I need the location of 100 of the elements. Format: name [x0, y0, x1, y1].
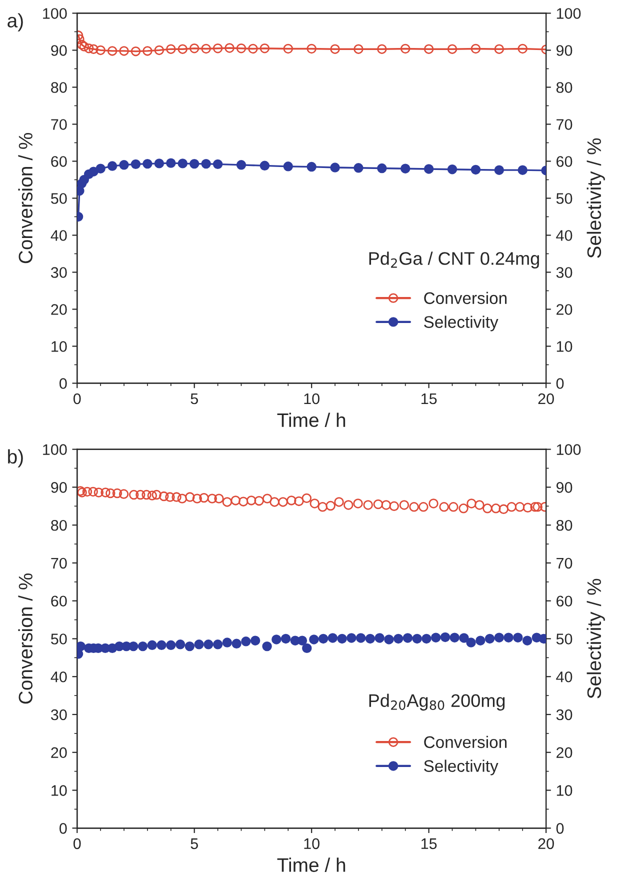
y2-tick-label: 0	[556, 823, 564, 834]
point	[77, 40, 87, 50]
point	[212, 159, 223, 170]
point	[250, 636, 260, 646]
point	[166, 640, 176, 650]
point	[272, 634, 282, 644]
point	[494, 165, 504, 175]
point	[138, 641, 148, 652]
point	[119, 160, 129, 170]
point	[422, 634, 432, 644]
point	[374, 633, 384, 643]
point	[466, 638, 476, 648]
point	[142, 46, 152, 56]
y2-tick-label: 60	[556, 596, 572, 607]
y-tick-label: 40	[50, 230, 67, 241]
point	[377, 44, 387, 54]
point	[130, 46, 141, 56]
point	[459, 633, 469, 643]
point	[283, 44, 293, 54]
y-tick-label: 0	[60, 823, 67, 834]
point	[309, 634, 319, 644]
y-tick-label: 60	[51, 596, 67, 607]
y-tick-label: 80	[51, 82, 67, 93]
point	[236, 160, 246, 170]
x-tick-label: 20	[538, 393, 554, 404]
point	[79, 42, 90, 52]
y-tick-label: 40	[50, 671, 67, 682]
point	[248, 44, 258, 54]
y-tick-label: 60	[51, 156, 67, 167]
point	[260, 44, 270, 54]
point	[302, 643, 312, 654]
x-tick-label: 20	[538, 838, 554, 850]
point	[412, 634, 422, 644]
point	[88, 44, 98, 54]
point	[440, 632, 450, 642]
point	[297, 636, 308, 646]
y-axis-title: Conversion / %	[18, 132, 33, 264]
point	[377, 163, 387, 174]
y2-tick-label: 10	[556, 785, 572, 796]
point	[142, 158, 152, 169]
point	[346, 633, 356, 643]
point	[166, 158, 176, 168]
point	[494, 632, 504, 642]
point	[330, 162, 340, 172]
point	[147, 640, 158, 650]
y2-axis-title: Selectivity / %	[586, 138, 605, 258]
point	[484, 634, 495, 644]
point	[365, 634, 376, 644]
point	[204, 640, 214, 650]
chart-title: b)	[8, 449, 23, 468]
y2-tick-label: 100	[556, 444, 581, 455]
point	[212, 640, 223, 650]
point	[330, 44, 340, 54]
y2-axis-title: Selectivity / %	[586, 578, 605, 698]
point	[513, 632, 523, 642]
legend-label: Selectivity	[424, 760, 498, 776]
point	[518, 165, 528, 175]
y-tick-label: 90	[51, 45, 67, 56]
chart-title: a)	[8, 13, 23, 32]
point	[328, 633, 338, 643]
y2-tick-label: 30	[556, 267, 572, 278]
x-tick-label: 10	[304, 838, 320, 850]
point	[241, 636, 251, 646]
x-tick-label: 0	[73, 838, 81, 850]
point	[280, 634, 291, 644]
y2-tick-label: 70	[556, 119, 572, 130]
point	[107, 161, 118, 171]
y-tick-label: 10	[52, 341, 67, 352]
point	[189, 158, 200, 169]
point	[166, 44, 176, 54]
point	[476, 636, 486, 646]
legend-label: Conversion	[424, 736, 507, 748]
y-tick-label: 70	[51, 558, 67, 569]
point	[119, 46, 129, 56]
point	[156, 640, 166, 650]
point	[447, 164, 458, 174]
point	[470, 164, 481, 175]
annotation: Pd$_{2}$Ga / CNT 0.24mg	[369, 252, 539, 268]
point	[232, 638, 242, 649]
point	[77, 641, 86, 652]
point	[184, 641, 195, 652]
y2-tick-label: 20	[556, 304, 572, 315]
point	[283, 162, 293, 172]
y2-tick-label: 50	[556, 634, 572, 644]
point	[306, 162, 316, 172]
y2-tick-label: 90	[556, 45, 572, 56]
point	[470, 44, 481, 54]
y2-tick-label: 50	[556, 193, 572, 204]
point	[236, 44, 246, 54]
point	[96, 164, 106, 174]
x-axis-title: Time / h	[277, 412, 346, 428]
legend-label: Conversion	[424, 292, 507, 304]
y2-tick-label: 0	[556, 378, 564, 389]
x-tick-label: 15	[421, 394, 437, 404]
point	[504, 632, 514, 642]
point	[337, 634, 347, 644]
point	[450, 632, 460, 642]
point	[154, 158, 164, 168]
y-tick-label: 100	[43, 8, 67, 19]
y2-tick-label: 70	[556, 558, 572, 569]
